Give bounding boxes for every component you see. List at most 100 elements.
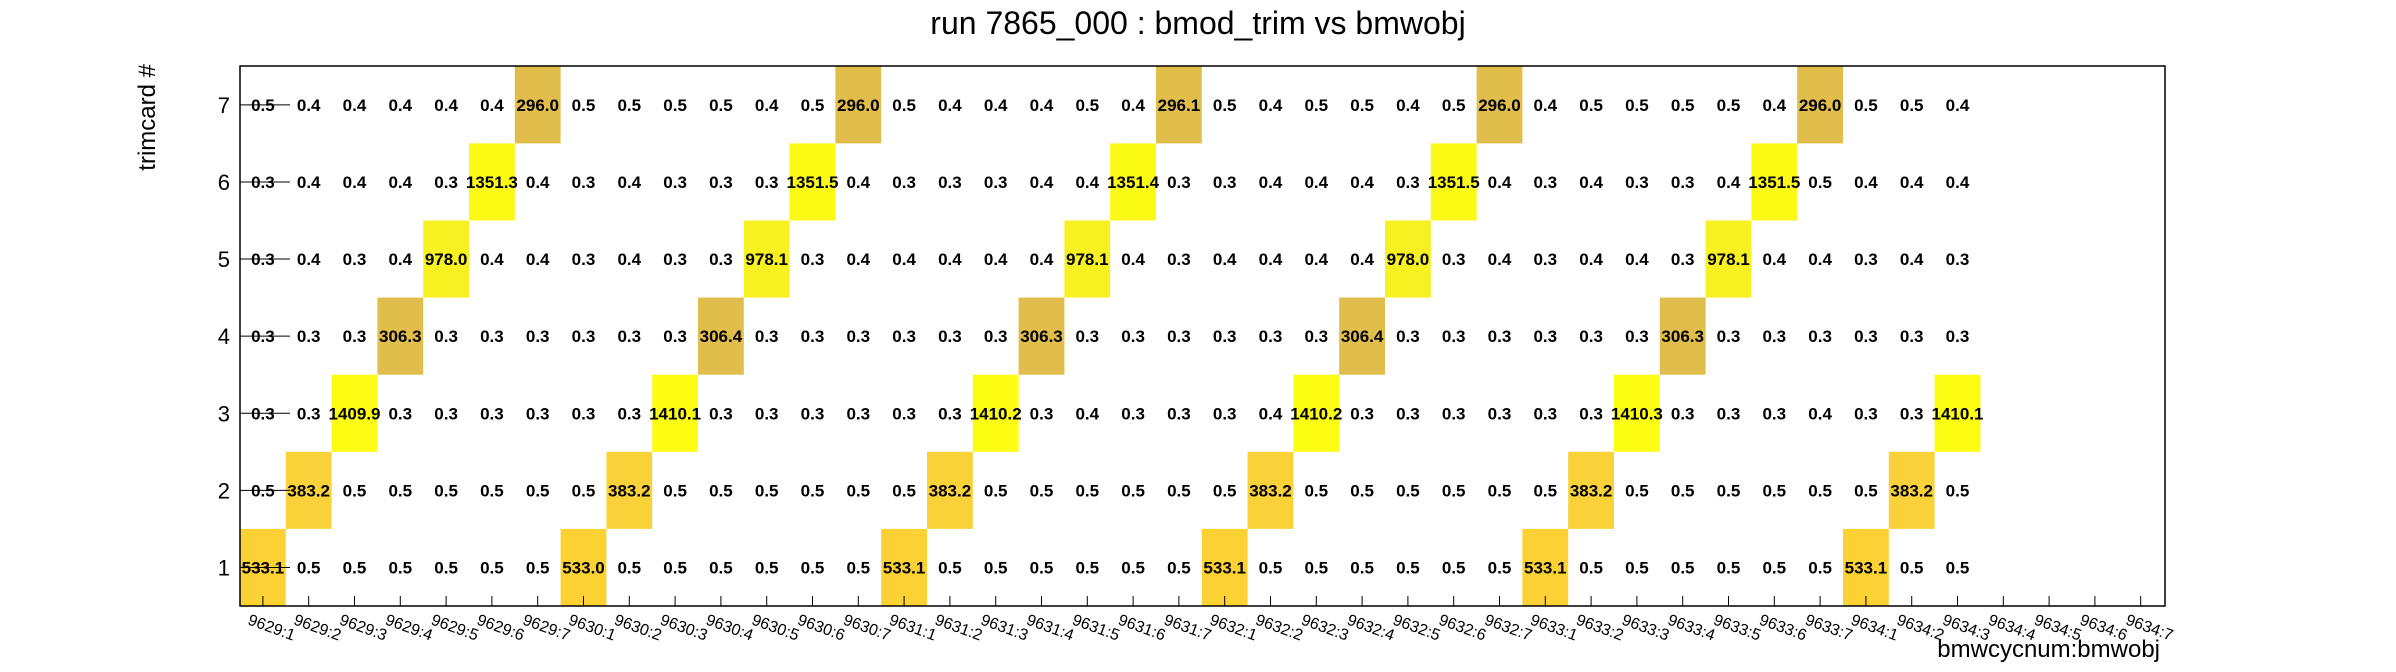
cell-value-label: 533.1 — [1845, 558, 1888, 577]
x-tick-label: 9630:3 — [658, 612, 710, 645]
heatmap-cell — [1110, 143, 1156, 221]
cell-value-label: 0.4 — [984, 250, 1008, 269]
heatmap-cell — [1888, 451, 1935, 529]
cell-value-label: 978.1 — [745, 250, 788, 269]
cell-value-label: 0.5 — [388, 558, 412, 577]
cell-value-label: 0.3 — [1533, 250, 1557, 269]
cell-value-label: 0.4 — [1533, 96, 1557, 115]
cell-value-label: 0.5 — [434, 481, 458, 500]
x-tick-label: 9632:2 — [1253, 612, 1305, 645]
cell-value-label: 0.4 — [1213, 250, 1237, 269]
heatmap-cell — [743, 220, 790, 298]
cell-value-label: 0.4 — [1350, 250, 1374, 269]
cell-value-label: 306.4 — [1341, 327, 1384, 346]
cell-value-label: 0.3 — [755, 404, 779, 423]
cell-value-label: 0.4 — [1121, 96, 1145, 115]
cell-value-label: 0.5 — [343, 558, 367, 577]
cell-value-label: 0.5 — [709, 558, 733, 577]
x-tick-label: 9632:3 — [1299, 612, 1351, 645]
cell-value-label: 0.3 — [1442, 404, 1466, 423]
cell-value-label: 0.3 — [709, 250, 733, 269]
cell-value-label: 0.4 — [938, 250, 962, 269]
cell-value-label: 0.5 — [984, 558, 1008, 577]
heatmap-cell — [972, 374, 1019, 452]
cell-value-label: 0.3 — [938, 327, 962, 346]
cell-value-label: 0.4 — [846, 173, 870, 192]
heatmap-cell — [514, 66, 561, 144]
x-tick-label: 9631:6 — [1116, 612, 1168, 645]
cell-value-label: 0.5 — [1442, 96, 1466, 115]
cell-value-label: 383.2 — [1249, 481, 1292, 500]
cell-value-label: 0.5 — [663, 96, 687, 115]
cell-value-label: 383.2 — [287, 481, 330, 500]
cell-value-label: 978.0 — [425, 250, 468, 269]
heatmap-cell — [1797, 66, 1843, 144]
cell-value-label: 0.3 — [1900, 404, 1924, 423]
cell-value-label: 0.3 — [1304, 327, 1328, 346]
cell-value-label: 0.4 — [480, 96, 504, 115]
x-tick-label: 9632:7 — [1482, 612, 1534, 645]
x-tick-label: 9632:5 — [1391, 612, 1443, 645]
cell-value-label: 0.5 — [846, 558, 870, 577]
heatmap-cell — [698, 297, 744, 375]
x-tick-label: 9630:2 — [612, 612, 664, 645]
x-tick-label: 9633:3 — [1620, 612, 1672, 645]
x-tick-label: 9633:5 — [1711, 612, 1763, 645]
heatmap-cell — [1476, 66, 1523, 144]
cell-value-label: 0.3 — [938, 173, 962, 192]
cell-value-label: 0.4 — [297, 96, 321, 115]
cell-value-label: 0.3 — [1121, 327, 1145, 346]
x-tick-label: 9630:1 — [566, 612, 618, 645]
heatmap-cell — [1018, 297, 1065, 375]
cell-value-label: 1351.4 — [1107, 173, 1160, 192]
cell-value-label: 0.5 — [480, 558, 504, 577]
x-tick-label: 9629:2 — [291, 612, 343, 645]
cell-value-label: 0.4 — [1808, 250, 1832, 269]
cell-value-label: 0.5 — [846, 481, 870, 500]
cell-value-label: 0.4 — [1121, 250, 1145, 269]
cell-value-label: 0.3 — [1213, 173, 1237, 192]
y-tick-label: 1 — [218, 555, 230, 580]
cell-value-label: 0.3 — [434, 327, 458, 346]
heatmap-cell — [1522, 528, 1569, 606]
cell-value-label: 0.5 — [1854, 481, 1878, 500]
cell-value-label: 0.5 — [1579, 558, 1603, 577]
y-axis-ticks: 1 2 3 4 5 6 7 — [218, 93, 290, 580]
x-tick-label: 9630:4 — [704, 612, 756, 645]
cell-value-label: 0.3 — [297, 327, 321, 346]
cell-value-label: 0.3 — [1854, 250, 1878, 269]
heatmap-cell — [1156, 66, 1202, 144]
cell-value-label: 0.3 — [434, 173, 458, 192]
cell-value-label: 0.5 — [984, 481, 1008, 500]
cell-value-label: 0.4 — [1259, 250, 1283, 269]
cell-value-label: 0.4 — [1030, 96, 1054, 115]
cell-value-label: 0.3 — [1625, 327, 1649, 346]
cell-value-label: 0.3 — [1213, 327, 1237, 346]
cell-value-label: 0.4 — [343, 96, 367, 115]
cell-value-label: 0.3 — [1396, 404, 1420, 423]
cell-value-label: 0.4 — [1900, 250, 1924, 269]
cell-value-label: 0.4 — [1350, 173, 1374, 192]
cell-value-label: 0.4 — [1396, 96, 1420, 115]
cell-value-label: 0.5 — [1396, 558, 1420, 577]
cell-value-label: 306.3 — [1661, 327, 1704, 346]
cell-value-label: 0.3 — [801, 404, 825, 423]
cell-value-label: 533.1 — [1203, 558, 1246, 577]
cell-value-label: 0.4 — [1717, 173, 1741, 192]
cell-value-label: 0.4 — [1075, 173, 1099, 192]
x-tick-label: 9634:2 — [1894, 612, 1946, 645]
cell-value-label: 0.3 — [526, 404, 550, 423]
cell-value-label: 0.3 — [1121, 404, 1145, 423]
x-tick-label: 9630:7 — [841, 612, 893, 645]
cell-value-label: 0.3 — [1625, 173, 1649, 192]
cell-value-label: 0.5 — [617, 96, 641, 115]
cell-value-label: 0.5 — [892, 96, 916, 115]
cell-value-label: 0.5 — [1808, 173, 1832, 192]
heatmap-cell — [1568, 451, 1614, 529]
cell-value-label: 0.5 — [343, 481, 367, 500]
x-axis-title: bmwcycnum:bmwobj — [1937, 636, 2160, 663]
x-tick-label: 9629:7 — [520, 612, 572, 645]
cell-value-label: 0.3 — [1533, 327, 1557, 346]
cell-value-label: 0.5 — [1488, 558, 1512, 577]
cell-value-label: 0.4 — [1900, 173, 1924, 192]
